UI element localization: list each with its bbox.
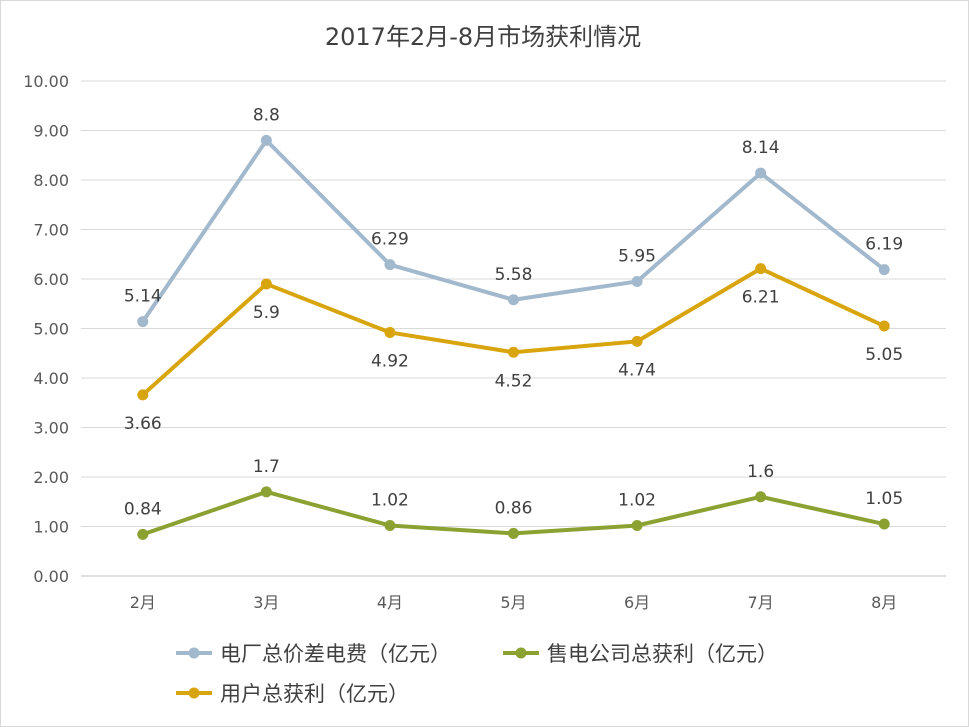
data-label: 8.14: [742, 138, 780, 158]
data-point: [508, 294, 519, 306]
data-point: [384, 259, 396, 271]
data-label: 1.02: [618, 491, 656, 511]
data-point: [137, 316, 149, 328]
data-label: 0.86: [495, 498, 533, 518]
data-label: 4.92: [371, 351, 409, 371]
data-labels: 5.14 8.8 6.29 5.58 5.95 8.14 6.19 0.84 1.7 1.02 0.…: [124, 105, 903, 519]
data-label: 6.21: [742, 288, 780, 308]
series-1: [137, 134, 890, 328]
y-tick-label: 2.00: [33, 468, 69, 487]
legend-swatch-marker: [188, 687, 200, 699]
y-tick-label: 1.00: [33, 518, 69, 537]
data-point: [384, 520, 396, 532]
series-3: [137, 263, 890, 401]
y-tick-label: 9.00: [33, 122, 69, 141]
data-point: [755, 263, 767, 275]
data-point: [260, 278, 272, 290]
data-label: 5.9: [253, 303, 280, 323]
x-tick-label: 2月: [130, 593, 156, 612]
x-tick-label: 5月: [500, 593, 526, 612]
data-point: [755, 491, 767, 503]
data-label: 1.7: [253, 457, 280, 477]
data-label: 5.58: [495, 265, 533, 285]
chart-title: 2017年2月-8月市场获利情况: [325, 23, 641, 51]
legend: 电厂总价差电费（亿元） 售电公司总获利（亿元） 用户总获利（亿元）: [176, 642, 778, 706]
y-tick-label: 7.00: [33, 221, 69, 240]
data-point: [137, 528, 149, 540]
legend-item: 售电公司总获利（亿元）: [503, 642, 778, 666]
legend-label: 售电公司总获利（亿元）: [547, 642, 778, 666]
grid-lines: [81, 80, 946, 577]
y-axis-ticks: 0.00 1.00 2.00 3.00 4.00 5.00 6.00 7.00 8.00 9.00…: [23, 72, 69, 586]
data-point: [508, 527, 519, 539]
series-lines: [137, 134, 890, 540]
data-label: 0.84: [124, 499, 162, 519]
series-2: [137, 486, 890, 540]
data-label: 1.02: [371, 491, 409, 511]
data-label: 6.29: [371, 230, 409, 250]
legend-item: 电厂总价差电费（亿元）: [176, 642, 451, 666]
data-label: 1.6: [747, 462, 774, 482]
data-point: [755, 167, 767, 179]
y-tick-label: 10.00: [23, 72, 69, 91]
legend-label: 电厂总价差电费（亿元）: [220, 642, 451, 666]
data-point: [878, 518, 890, 530]
y-tick-label: 6.00: [33, 270, 69, 289]
data-point: [384, 326, 396, 338]
data-point: [878, 320, 890, 332]
x-tick-label: 3月: [253, 593, 279, 612]
data-point: [878, 264, 890, 276]
data-point: [631, 520, 643, 532]
data-label: 4.74: [618, 360, 656, 380]
data-label: 6.19: [865, 235, 903, 255]
y-tick-label: 0.00: [33, 567, 69, 586]
data-label: 4.52: [495, 371, 533, 391]
data-label: 5.14: [124, 287, 162, 307]
y-tick-label: 4.00: [33, 369, 69, 388]
data-label: 3.66: [124, 414, 162, 434]
data-point: [260, 486, 272, 498]
data-point: [508, 346, 519, 358]
x-tick-label: 8月: [871, 593, 897, 612]
x-axis-ticks: 2月 3月 4月 5月 6月 7月 8月: [130, 593, 898, 612]
data-point: [260, 134, 272, 146]
legend-item: 用户总获利（亿元）: [176, 682, 409, 706]
y-tick-label: 8.00: [33, 171, 69, 190]
x-tick-label: 4月: [377, 593, 403, 612]
legend-label: 用户总获利（亿元）: [220, 682, 409, 706]
x-tick-label: 7月: [748, 593, 774, 612]
data-label: 8.8: [253, 105, 280, 125]
legend-swatch-marker: [515, 647, 527, 659]
data-label: 1.05: [865, 489, 903, 509]
data-point: [631, 275, 643, 287]
x-tick-label: 6月: [624, 593, 650, 612]
y-tick-label: 3.00: [33, 419, 69, 438]
data-label: 5.95: [618, 246, 656, 266]
data-label: 5.05: [865, 345, 903, 365]
legend-swatch-marker: [188, 647, 200, 659]
data-point: [631, 335, 643, 347]
data-point: [137, 389, 149, 401]
y-tick-label: 5.00: [33, 320, 69, 339]
